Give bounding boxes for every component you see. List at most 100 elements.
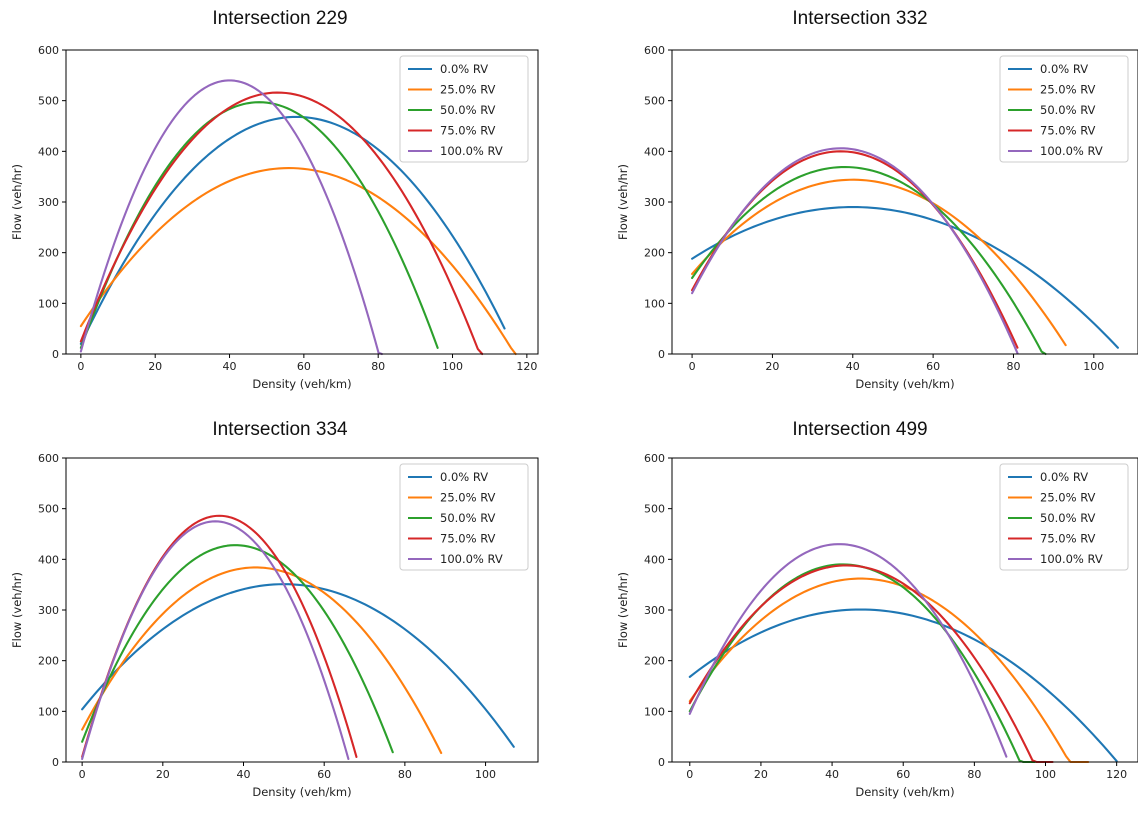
- x-tick-label: 0: [689, 360, 696, 373]
- y-tick-label: 0: [52, 756, 59, 769]
- x-tick-label: 40: [223, 360, 237, 373]
- series-line-3: [79, 91, 484, 356]
- x-tick-label: 80: [398, 768, 412, 781]
- series-line-1: [688, 577, 1090, 764]
- x-tick-label: 20: [156, 768, 170, 781]
- y-tick-label: 500: [644, 503, 665, 516]
- series-line-1: [81, 566, 443, 755]
- x-tick-label: 120: [516, 360, 537, 373]
- x-tick-label: 20: [148, 360, 162, 373]
- x-axis-label: Density (veh/km): [855, 785, 954, 799]
- y-tick-label: 400: [38, 145, 59, 158]
- x-tick-label: 60: [297, 360, 311, 373]
- x-tick-label: 60: [926, 360, 940, 373]
- chart-panel-intersection-229: Intersection 229 0 20 40 60 80 100 120 0 100 200 3…: [0, 0, 560, 405]
- legend-label-3: 75.0% RV: [440, 532, 496, 546]
- x-tick-label: 80: [967, 768, 981, 781]
- legend-label-2: 50.0% RV: [440, 103, 496, 117]
- legend-label-2: 50.0% RV: [440, 511, 496, 525]
- y-tick-label: 300: [644, 196, 665, 209]
- y-tick-label: 0: [52, 348, 59, 361]
- x-tick-label: 100: [1035, 768, 1056, 781]
- chart-title: Intersection 229: [212, 8, 348, 29]
- legend-box: [999, 55, 1129, 163]
- y-tick-label: 100: [644, 297, 665, 310]
- legend: 0.0% RV 25.0% RV 50.0% RV 75.0% RV 100.0% RV: [399, 463, 529, 571]
- y-tick-label: 200: [38, 655, 59, 668]
- x-tick-label: 0: [686, 768, 693, 781]
- y-tick-label: 500: [644, 95, 665, 108]
- x-tick-label: 20: [765, 360, 779, 373]
- legend-label-4: 100.0% RV: [440, 144, 503, 158]
- y-tick-label: 200: [644, 247, 665, 260]
- legend-box: [399, 463, 529, 571]
- series-line-4: [691, 147, 1019, 355]
- legend-label-1: 25.0% RV: [440, 83, 496, 97]
- y-tick-label: 600: [38, 44, 59, 57]
- chart-panel-intersection-499: Intersection 499 0 20 40 60 80 100 120 0 100 200 3…: [582, 405, 1138, 810]
- y-tick-label: 300: [38, 604, 59, 617]
- y-tick-label: 600: [38, 452, 59, 465]
- series-line-2: [688, 563, 1036, 764]
- x-tick-label: 40: [846, 360, 860, 373]
- x-tick-label: 0: [79, 768, 86, 781]
- series-line-0: [79, 115, 506, 345]
- series-line-4: [79, 79, 383, 356]
- legend-box: [399, 55, 529, 163]
- y-tick-label: 200: [644, 655, 665, 668]
- series-line-2: [691, 165, 1047, 356]
- legend: 0.0% RV 25.0% RV 50.0% RV 75.0% RV 100.0% RV: [999, 55, 1129, 163]
- y-tick-label: 100: [38, 297, 59, 310]
- x-axis-label: Density (veh/km): [252, 377, 351, 391]
- y-tick-label: 100: [38, 705, 59, 718]
- legend-label-0: 0.0% RV: [1040, 470, 1088, 484]
- y-tick-label: 400: [644, 145, 665, 158]
- legend-box: [999, 463, 1129, 571]
- legend-label-1: 25.0% RV: [440, 491, 496, 505]
- x-tick-label: 80: [371, 360, 385, 373]
- x-tick-label: 60: [896, 768, 910, 781]
- legend-label-3: 75.0% RV: [440, 124, 496, 138]
- x-tick-label: 40: [825, 768, 839, 781]
- chart-svg: 0 20 40 60 80 100 0 100 200 300 400 500 600 Density (…: [616, 44, 1138, 391]
- legend: 0.0% RV 25.0% RV 50.0% RV 75.0% RV 100.0% RV: [399, 55, 529, 163]
- legend-label-1: 25.0% RV: [1040, 83, 1096, 97]
- y-tick-label: 0: [658, 756, 665, 769]
- chart-svg: 0 20 40 60 80 100 120 0 100 200 300 400 500 600 Densit…: [10, 44, 539, 391]
- legend-label-4: 100.0% RV: [440, 552, 503, 566]
- x-tick-label: 120: [1106, 768, 1127, 781]
- legend-label-0: 0.0% RV: [1040, 62, 1088, 76]
- x-axis-label: Density (veh/km): [252, 785, 351, 799]
- chart-title: Intersection 334: [212, 419, 348, 440]
- legend-label-2: 50.0% RV: [1040, 511, 1096, 525]
- y-axis-label: Flow (veh/hr): [616, 572, 630, 648]
- series-line-0: [688, 608, 1118, 763]
- legend-label-4: 100.0% RV: [1040, 552, 1103, 566]
- y-tick-label: 300: [38, 196, 59, 209]
- legend-label-0: 0.0% RV: [440, 62, 488, 76]
- x-tick-label: 100: [442, 360, 463, 373]
- y-tick-label: 100: [644, 705, 665, 718]
- y-tick-label: 400: [644, 553, 665, 566]
- y-tick-label: 300: [644, 604, 665, 617]
- x-tick-label: 60: [317, 768, 331, 781]
- series-line-2: [79, 101, 439, 349]
- series-line-4: [688, 543, 1008, 758]
- chart-panel-intersection-332: Intersection 332 0 20 40 60 80 100 0 100 200 300 4…: [582, 0, 1138, 405]
- chart-title: Intersection 499: [792, 419, 928, 440]
- y-axis-label: Flow (veh/hr): [616, 164, 630, 240]
- y-tick-label: 400: [38, 553, 59, 566]
- series-line-4: [81, 520, 350, 761]
- x-tick-label: 40: [237, 768, 251, 781]
- legend-label-0: 0.0% RV: [440, 470, 488, 484]
- x-tick-label: 80: [1006, 360, 1020, 373]
- y-tick-label: 0: [658, 348, 665, 361]
- y-tick-label: 200: [38, 247, 59, 260]
- x-tick-label: 20: [754, 768, 768, 781]
- y-tick-label: 600: [644, 452, 665, 465]
- series-line-3: [688, 564, 1054, 764]
- y-axis-label: Flow (veh/hr): [10, 164, 24, 240]
- y-tick-label: 500: [38, 503, 59, 516]
- series-line-2: [81, 544, 394, 754]
- chart-title: Intersection 332: [792, 8, 928, 29]
